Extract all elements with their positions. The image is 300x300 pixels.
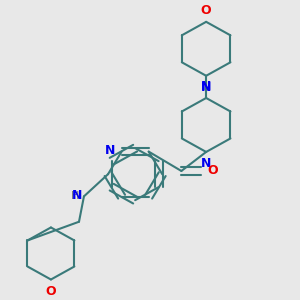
Text: O: O [46, 285, 56, 298]
Text: N: N [105, 143, 116, 157]
Text: H: H [70, 191, 79, 201]
Text: O: O [208, 164, 218, 178]
Text: N: N [72, 189, 82, 202]
Text: O: O [201, 4, 212, 17]
Text: N: N [201, 80, 211, 93]
Text: N: N [201, 81, 211, 94]
Text: N: N [201, 157, 211, 170]
